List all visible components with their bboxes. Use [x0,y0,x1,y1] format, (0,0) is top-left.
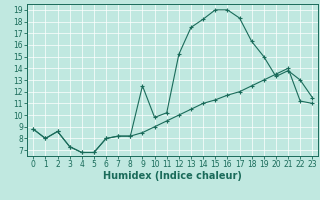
X-axis label: Humidex (Indice chaleur): Humidex (Indice chaleur) [103,171,242,181]
